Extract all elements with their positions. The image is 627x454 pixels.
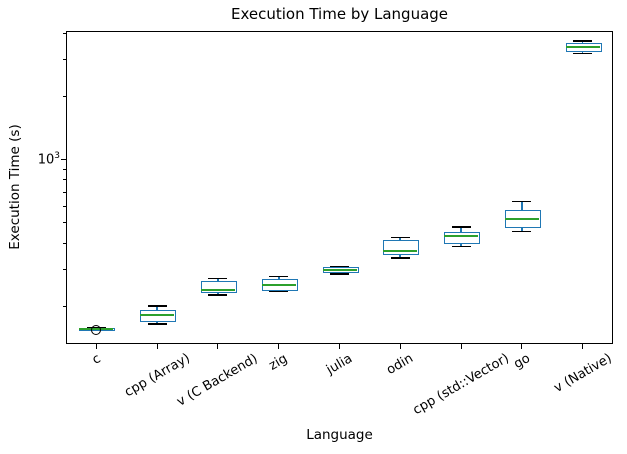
y-tick-exponent: 3 [54, 151, 60, 161]
x-tick-label-9: v (Native) [551, 350, 615, 396]
x-tick [399, 344, 401, 349]
box-3 [200, 280, 237, 294]
whisker-cap-upper [208, 277, 228, 280]
median-line [504, 218, 539, 221]
whisker-upper [399, 237, 402, 241]
whisker-lower [460, 242, 462, 247]
median-line [383, 250, 418, 253]
x-tick [460, 344, 462, 349]
whisker-lower [156, 320, 158, 324]
x-tick [95, 344, 97, 349]
whisker-cap-lower [451, 245, 471, 248]
y-minor-tick [63, 32, 66, 34]
whisker-cap-upper [390, 236, 410, 239]
whisker-upper [521, 201, 523, 211]
x-tick-label-4: zig [266, 351, 291, 374]
chart-title: Execution Time by Language [230, 5, 449, 23]
y-axis-label: Execution Time (s) [7, 124, 23, 250]
x-tick-label-8: go [511, 350, 533, 372]
median-line [261, 284, 296, 287]
x-tick [339, 344, 340, 349]
median-line [322, 268, 357, 271]
y-minor-tick [63, 191, 66, 193]
x-tick [278, 344, 280, 349]
median-line [140, 314, 175, 317]
whisker-cap-upper [573, 40, 593, 42]
x-tick-label-6: odin [384, 350, 417, 378]
whisker-cap-upper [330, 265, 349, 268]
whisker-lower [217, 292, 219, 295]
y-minor-tick [63, 179, 66, 181]
y-minor-tick [63, 168, 66, 170]
whisker-upper [217, 278, 219, 282]
whisker-cap-lower [512, 230, 532, 233]
whisker-cap-lower [147, 322, 167, 325]
y-minor-tick [63, 222, 66, 224]
x-tick-label-1: c [89, 350, 104, 368]
median-line [565, 45, 600, 48]
x-axis-label: Language [306, 427, 373, 443]
median-line [200, 288, 235, 291]
y-tick-label-1000: 103 [26, 151, 60, 167]
whisker-cap-upper [269, 275, 289, 278]
whisker-upper [277, 276, 280, 280]
x-tick [521, 344, 523, 349]
y-minor-tick [63, 305, 66, 307]
plot-area [66, 31, 613, 344]
whisker-cap-lower [390, 257, 410, 260]
median-line [444, 234, 479, 237]
whisker-upper [156, 306, 158, 311]
whisker-lower [521, 226, 523, 232]
box-7 [444, 231, 481, 244]
whisker-cap-lower [573, 52, 593, 55]
whisker-cap-upper [512, 200, 532, 203]
whisker-upper [460, 227, 462, 233]
whisker-upper [581, 41, 584, 44]
whisker-cap-lower [269, 290, 289, 293]
y-tick-base: 10 [37, 152, 55, 168]
y-major-tick [61, 159, 66, 161]
y-minor-tick [63, 242, 66, 244]
y-minor-tick [63, 268, 66, 270]
flier-point [91, 324, 102, 335]
y-minor-tick [63, 205, 66, 207]
whisker-cap-upper [147, 305, 167, 308]
x-tick-label-5: julia [324, 350, 355, 378]
whisker-cap-lower [330, 272, 349, 275]
whisker-cap-lower [208, 293, 228, 296]
whisker-lower [581, 50, 584, 54]
x-tick [217, 344, 219, 349]
x-tick [582, 344, 584, 349]
x-tick-label-7: cpp (std::Vector) [410, 350, 512, 418]
x-tick [156, 344, 158, 349]
whisker-cap-upper [451, 226, 471, 229]
y-minor-tick [63, 95, 66, 97]
y-minor-tick [63, 58, 66, 60]
whisker-lower [399, 253, 402, 259]
